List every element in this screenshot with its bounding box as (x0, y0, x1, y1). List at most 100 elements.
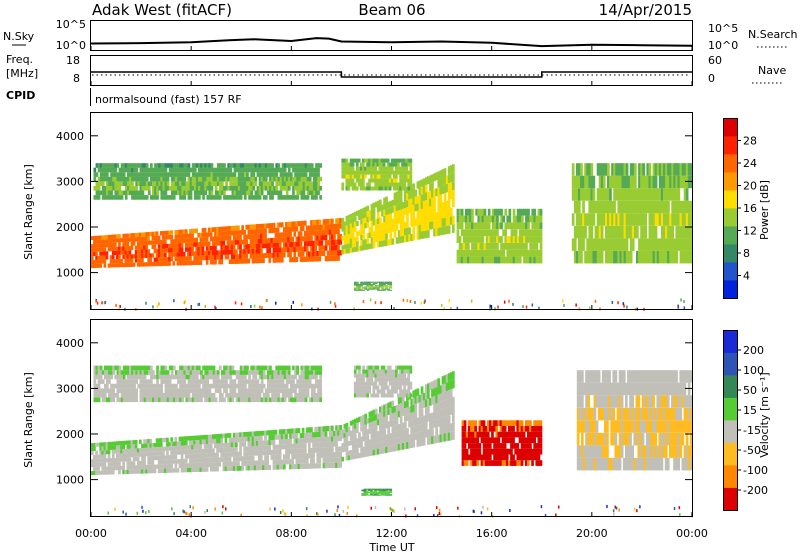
data-cell (601, 226, 604, 239)
speckle-cell (575, 304, 577, 307)
data-cell (282, 379, 285, 384)
data-cell (143, 456, 146, 460)
data-cell (202, 246, 205, 251)
data-cell (275, 430, 278, 435)
data-cell (232, 398, 235, 403)
data-cell (191, 247, 194, 252)
power-heatmap (91, 159, 693, 311)
data-cell (268, 248, 271, 253)
data-cell (223, 163, 226, 168)
data-cell (387, 289, 390, 290)
freq-tick-high: 18 (66, 54, 80, 67)
data-cell (177, 468, 180, 473)
speckle-cell (301, 303, 303, 306)
data-cell (156, 231, 159, 235)
data-cell (313, 388, 316, 393)
data-cell (291, 237, 294, 242)
data-cell (234, 379, 237, 384)
data-cell (362, 234, 365, 239)
data-cell (106, 384, 109, 389)
data-cell (410, 175, 413, 179)
data-cell (385, 285, 388, 286)
data-cell (671, 226, 674, 239)
data-cell (234, 172, 237, 177)
nave-label: Nave (758, 64, 786, 77)
data-cell (171, 370, 174, 375)
data-cell (317, 168, 320, 173)
data-cell (383, 163, 386, 167)
data-cell (593, 188, 596, 201)
data-cell (626, 238, 629, 251)
data-cell (229, 375, 232, 380)
data-cell (239, 235, 242, 240)
data-cell (667, 201, 670, 214)
data-cell (237, 226, 240, 231)
data-cell (106, 172, 109, 177)
data-cell (123, 172, 126, 177)
data-cell (452, 190, 455, 199)
data-cell (175, 384, 178, 389)
data-cell (452, 199, 455, 208)
data-cell (433, 197, 436, 205)
data-cell (127, 242, 130, 246)
data-cell (148, 191, 151, 196)
freq-label-1: Freq. (6, 53, 33, 66)
data-cell (216, 467, 219, 472)
data-cell (362, 179, 365, 183)
data-cell (392, 238, 395, 244)
data-cell (229, 433, 232, 438)
data-cell (183, 177, 186, 182)
data-cell (190, 195, 193, 200)
data-cell (261, 379, 264, 384)
data-cell (122, 445, 125, 449)
data-cell (271, 163, 274, 168)
data-cell (315, 195, 318, 200)
data-cell (240, 195, 243, 200)
data-cell (133, 384, 136, 389)
data-cell (237, 461, 240, 466)
data-cell (403, 183, 406, 187)
data-cell (341, 457, 344, 462)
data-cell (245, 254, 248, 259)
data-cell (262, 258, 265, 263)
speckle-cell (471, 300, 473, 303)
data-cell (352, 167, 355, 171)
speckle-cell (595, 300, 597, 303)
data-cell (310, 427, 313, 432)
data-cell (335, 441, 338, 446)
data-cell (540, 257, 543, 264)
data-cell (540, 236, 543, 243)
data-cell (391, 167, 394, 171)
data-cell (156, 379, 159, 384)
data-cell (536, 243, 539, 250)
data-cell (183, 379, 186, 384)
data-cell (260, 436, 263, 441)
data-cell (642, 163, 645, 176)
data-cell (120, 259, 123, 263)
data-cell (346, 446, 349, 451)
data-cell (206, 379, 209, 384)
data-cell (521, 216, 524, 223)
data-cell (496, 216, 499, 223)
data-cell (181, 455, 184, 460)
data-cell (410, 171, 413, 175)
data-cell (219, 195, 222, 200)
data-cell (104, 260, 107, 264)
data-cell (352, 163, 355, 167)
data-cell (484, 209, 487, 216)
data-cell (181, 248, 184, 253)
echo-region (91, 218, 342, 268)
data-cell (305, 398, 308, 403)
data-cell (444, 193, 447, 201)
data-cell (314, 246, 317, 251)
speckle-cell (241, 302, 243, 305)
data-cell (112, 255, 115, 259)
data-cell (444, 168, 447, 176)
data-cell (195, 238, 198, 243)
data-cell (339, 452, 342, 457)
data-cell (243, 230, 246, 235)
data-cell (387, 159, 390, 163)
data-cell (360, 286, 363, 287)
data-cell (268, 465, 271, 470)
data-cell (280, 191, 283, 196)
